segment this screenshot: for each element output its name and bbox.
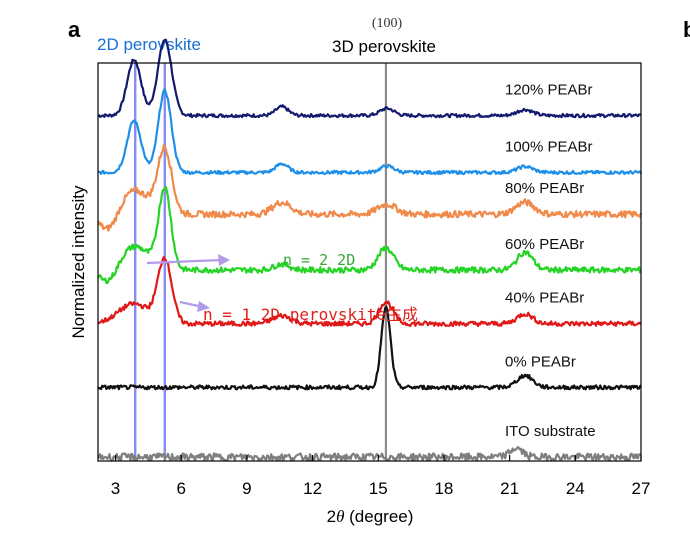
- threed-perovskite-label: 3D perovskite: [332, 37, 436, 56]
- x-tick-label: 15: [369, 479, 388, 498]
- trace-120-peabr: [97, 38, 642, 119]
- trace-40-peabr: [97, 256, 642, 328]
- series-label: 120% PEABr: [505, 82, 593, 99]
- x-axis-ticks: 3 6 9 12 15 18 21 24 27: [111, 455, 651, 498]
- series-label: ITO substrate: [505, 423, 596, 440]
- n2-arrow: [146, 258, 223, 265]
- n2-label: n = 2 2D: [283, 251, 355, 269]
- trace-100-peabr: [97, 88, 643, 176]
- x-tick-label: 24: [566, 479, 585, 498]
- trace-80-peabr: [96, 144, 643, 232]
- panel-label: a: [68, 17, 81, 42]
- series-labels: 120% PEABr 100% PEABr 80% PEABr 60% PEABr 40…: [505, 82, 596, 440]
- next-panel-label: b: [683, 17, 690, 42]
- trace-0-peabr: [97, 305, 642, 391]
- x-tick-label: 18: [434, 479, 453, 498]
- trace-60-peabr: [97, 185, 642, 285]
- x-tick-label: 9: [242, 479, 251, 498]
- x-axis-title: 2θ (degree): [327, 507, 414, 526]
- series-label: 80% PEABr: [505, 180, 584, 197]
- twod-perovskite-label: 2D perovskite: [97, 35, 201, 54]
- y-axis-title: Normalized intensity: [69, 185, 88, 339]
- n1-label: n = 1 2D perovskite生成: [203, 305, 418, 324]
- x-tick-label: 6: [176, 479, 185, 498]
- n2-annotation: n = 2 2D: [146, 251, 355, 269]
- series-label: 0% PEABr: [505, 353, 576, 370]
- trace-ito-substrate: [97, 446, 642, 462]
- n1-arrowhead: [197, 301, 210, 312]
- n2-arrowhead: [218, 254, 230, 266]
- series-label: 60% PEABr: [505, 236, 584, 253]
- threed-index-label: (100): [372, 16, 403, 31]
- n1-annotation: n = 1 2D perovskite生成: [179, 300, 418, 324]
- x-tick-label: 12: [303, 479, 322, 498]
- x-tick-label: 21: [500, 479, 519, 498]
- series-label: 40% PEABr: [505, 290, 584, 307]
- x-tick-label: 27: [632, 479, 651, 498]
- x-tick-label: 3: [111, 479, 120, 498]
- diffraction-traces: [96, 38, 643, 462]
- series-label: 100% PEABr: [505, 138, 593, 155]
- plot-frame: [97, 62, 642, 462]
